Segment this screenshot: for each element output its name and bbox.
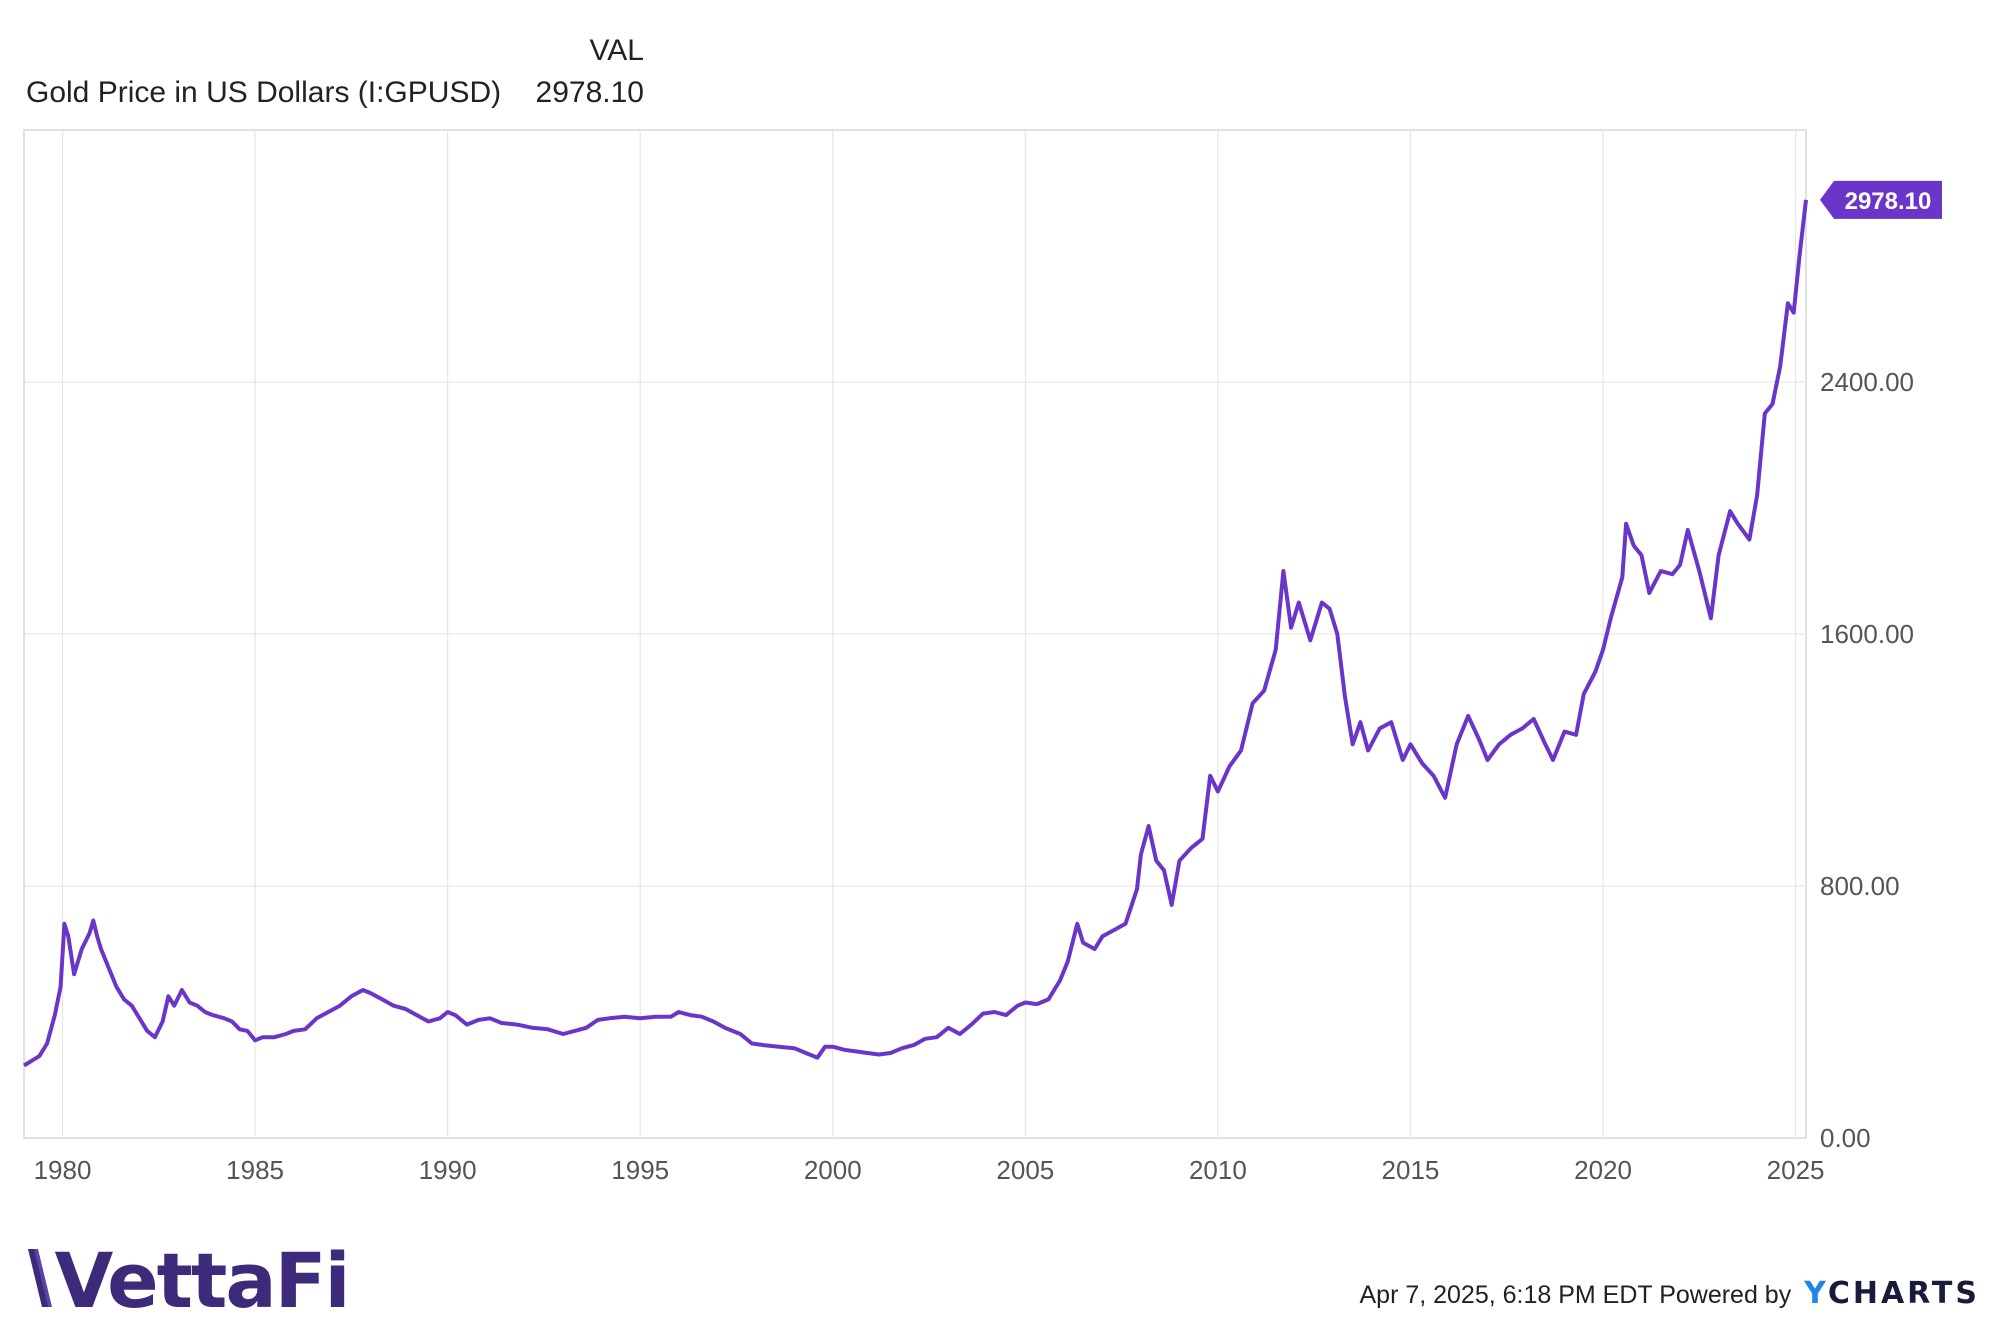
ycharts-logo-text: CHARTS <box>1827 1276 1980 1311</box>
x-tick-label: 2005 <box>996 1155 1054 1185</box>
grid-lines <box>24 130 1806 1138</box>
vettafi-logo: VettaFi <box>26 1236 351 1325</box>
x-tick-label: 2015 <box>1382 1155 1440 1185</box>
y-tick-label: 800.00 <box>1820 871 1900 901</box>
series-line <box>22 199 1808 1068</box>
x-tick-label: 1995 <box>611 1155 669 1185</box>
x-axis-ticks: 1980 1985 1990 1995 2000 2005 2010 2015 2020 2025 <box>34 1155 1825 1185</box>
x-tick-label: 1985 <box>226 1155 284 1185</box>
ycharts-logo[interactable]: YCHARTS <box>1804 1276 1980 1311</box>
footer-credit: Apr 7, 2025, 6:18 PM EDT Powered by YCHA… <box>1359 1276 1980 1311</box>
footer-powered-by: Powered by <box>1659 1281 1792 1309</box>
x-tick-label: 2010 <box>1189 1155 1247 1185</box>
ycharts-logo-y-icon: Y <box>1804 1276 1828 1311</box>
y-axis-ticks: 0.00 800.00 1600.00 2400.00 <box>1820 367 1914 1153</box>
legend-series-name: Gold Price in US Dollars (I:GPUSD) <box>26 76 502 109</box>
series-layer <box>22 199 1808 1068</box>
x-tick-label: 1980 <box>34 1155 92 1185</box>
x-tick-label: 2000 <box>804 1155 862 1185</box>
y-tick-label: 1600.00 <box>1820 619 1914 649</box>
y-tick-label: 0.00 <box>1820 1123 1871 1153</box>
last-value-label: 2978.10 <box>1845 188 1932 215</box>
vettafi-wordmark: VettaFi <box>54 1236 350 1325</box>
vettafi-chevron-icon <box>26 1245 56 1316</box>
x-tick-label: 1990 <box>419 1155 477 1185</box>
x-tick-label: 2025 <box>1767 1155 1825 1185</box>
legend-series-value: 2978.10 <box>535 76 644 109</box>
y-tick-label: 2400.00 <box>1820 367 1914 397</box>
legend-column-header: VAL <box>589 34 644 67</box>
last-value-flag-bg <box>1820 180 1942 219</box>
last-value-flag: 2978.10 <box>1820 180 1942 219</box>
footer-timestamp: Apr 7, 2025, 6:18 PM EDT <box>1359 1281 1653 1309</box>
x-tick-label: 2020 <box>1574 1155 1632 1185</box>
